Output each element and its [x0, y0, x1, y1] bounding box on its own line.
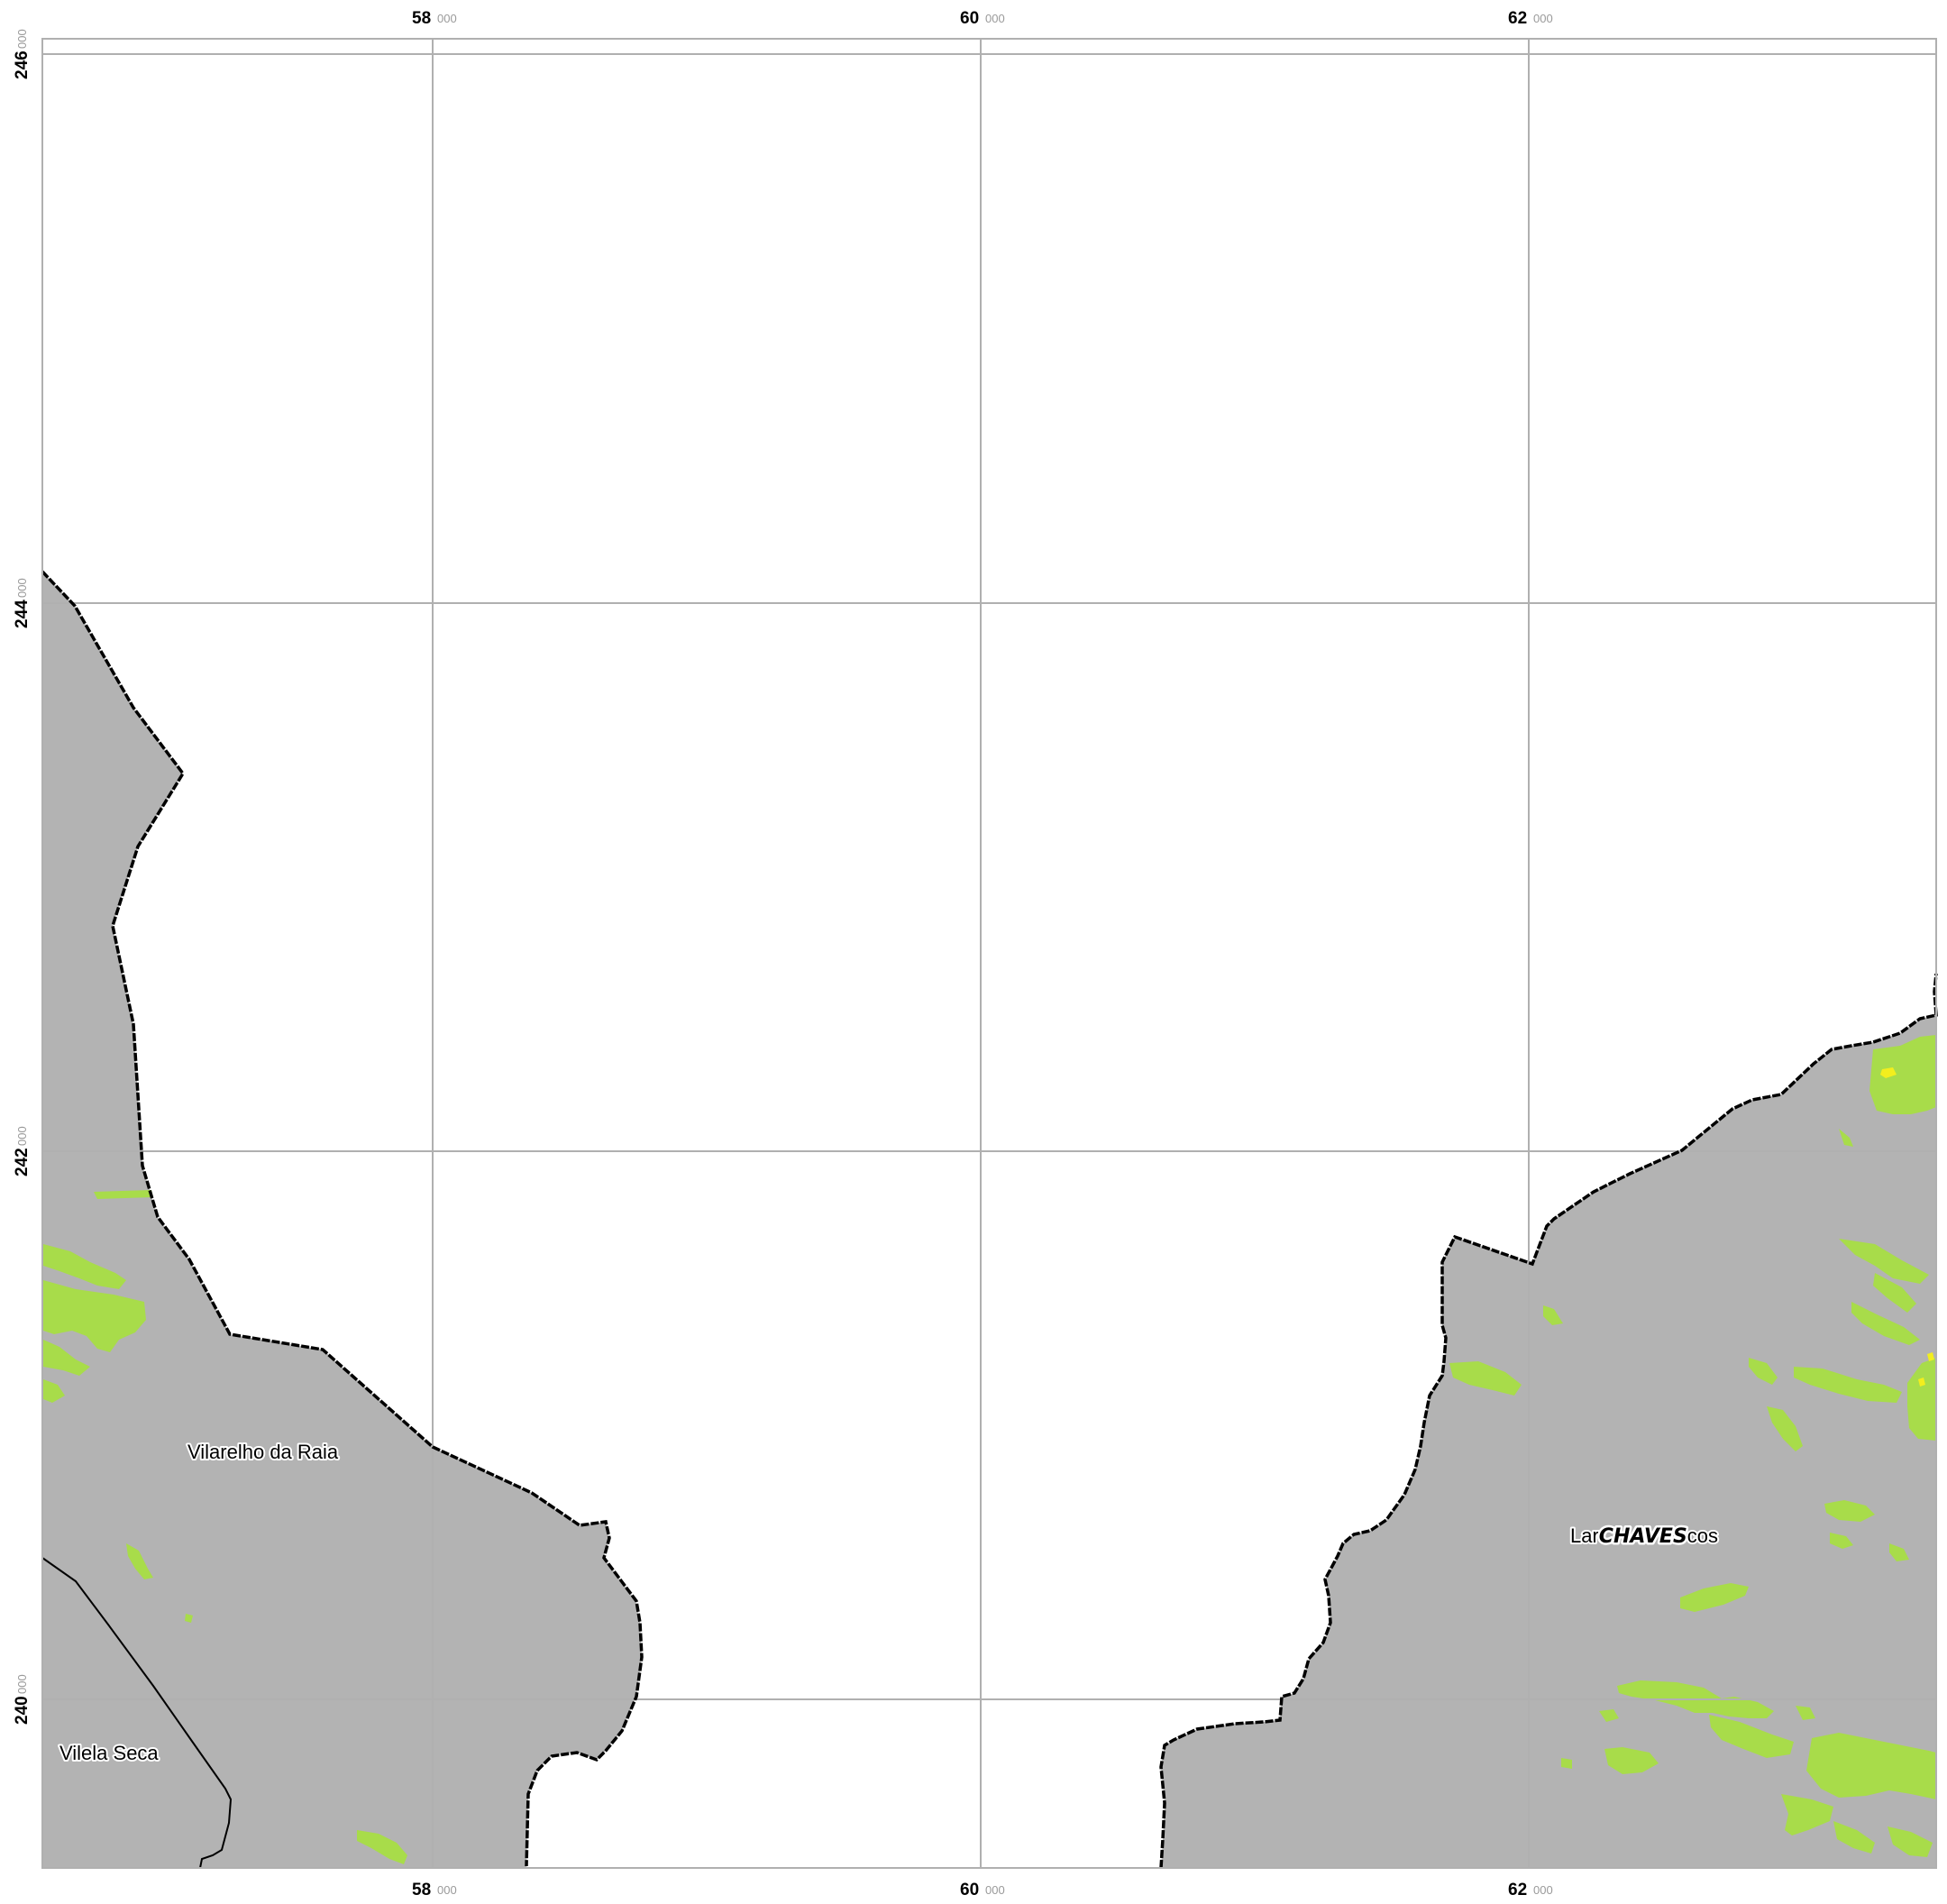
tick-sublabel-y-244: 000 — [15, 578, 29, 598]
veg-patch — [126, 1543, 153, 1579]
tick-label-x-58-bottom: 58 — [412, 1881, 431, 1899]
veg-patch — [43, 1340, 90, 1376]
land-east — [1161, 1015, 1936, 1868]
tick-sublabel-x-60-top: 000 — [985, 12, 1005, 25]
veg-patch — [43, 1280, 146, 1352]
tick-label-x-62-top: 62 — [1508, 9, 1527, 28]
tick-sublabel-x-58-top: 000 — [437, 12, 457, 25]
veg-patch — [1449, 1361, 1522, 1396]
tick-sublabel-x-58-bottom: 000 — [437, 1883, 457, 1897]
veg-patch — [1869, 1035, 1936, 1114]
veg-patch — [1839, 1239, 1929, 1284]
tick-label-x-60-bottom: 60 — [960, 1881, 979, 1899]
tick-sublabel-y-240: 000 — [15, 1674, 29, 1694]
map-frame — [41, 38, 1937, 1869]
vegetation-layer — [43, 1035, 1936, 1864]
grid-lines — [42, 39, 1936, 1868]
veg-patch — [1767, 1406, 1803, 1451]
veg-patch — [1599, 1709, 1619, 1722]
place-label-lar-prefix: Lar — [1570, 1524, 1599, 1547]
veg-patch — [1833, 1821, 1875, 1854]
veg-patch — [1749, 1358, 1778, 1385]
border-west — [41, 570, 644, 1867]
tick-label-x-60-top: 60 — [960, 9, 979, 28]
y-axis-left: 246 000 244 000 242 000 240 000 — [13, 29, 32, 1725]
veg-patch — [1873, 1273, 1916, 1313]
place-label-lar-suffix: cos — [1687, 1524, 1718, 1547]
veg-patch — [1830, 1533, 1853, 1549]
veg-patch — [1543, 1305, 1563, 1325]
veg-patch — [1781, 1794, 1833, 1835]
veg-patch — [43, 1244, 126, 1289]
place-label-vilela-seca: Vilela Seca — [59, 1742, 159, 1764]
tick-sublabel-x-62-bottom: 000 — [1533, 1883, 1553, 1897]
veg-patch — [1796, 1706, 1815, 1720]
parish-boundary — [41, 1557, 233, 1869]
veg-patch — [1794, 1367, 1902, 1403]
highlight-spot — [1927, 1352, 1934, 1361]
veg-patch — [1839, 1129, 1853, 1147]
veg-patch — [1709, 1715, 1794, 1758]
tick-label-y-242: 242 — [13, 1148, 32, 1176]
highlight-spot — [1880, 1067, 1897, 1078]
tick-sublabel-x-60-bottom: 000 — [985, 1883, 1005, 1897]
x-axis-bottom: 58 000 60 000 62 000 — [412, 1881, 1553, 1899]
veg-patch — [1806, 1733, 1936, 1799]
x-axis-top: 58 000 60 000 62 000 — [412, 9, 1553, 28]
veg-patch — [94, 1190, 153, 1199]
land-west — [42, 572, 642, 1868]
veg-patch — [357, 1830, 407, 1864]
land-layer — [42, 572, 1936, 1868]
veg-patch — [43, 1379, 65, 1403]
boundary-layer — [41, 570, 1938, 1869]
highlight-spot — [1918, 1378, 1925, 1387]
veg-patch — [1604, 1747, 1659, 1774]
veg-patch — [1561, 1758, 1572, 1769]
tick-label-x-58-top: 58 — [412, 9, 431, 28]
border-east — [1159, 973, 1938, 1869]
tick-sublabel-x-62-top: 000 — [1533, 12, 1553, 25]
place-label-vilarelho-da-raia: Vilarelho da Raia — [187, 1441, 339, 1463]
veg-patch — [1888, 1826, 1933, 1857]
tick-label-y-244: 244 — [13, 600, 32, 628]
municipality-label-chaves: CHAVES — [1599, 1525, 1687, 1548]
veg-patch — [1680, 1583, 1749, 1612]
place-label-lar-cos: LarCHAVEScos — [1570, 1524, 1718, 1548]
tick-label-y-246: 246 — [13, 50, 32, 79]
tick-label-x-62-bottom: 62 — [1508, 1881, 1527, 1899]
veg-patch — [1907, 1358, 1936, 1441]
tick-sublabel-y-246: 000 — [15, 29, 29, 49]
tick-label-y-240: 240 — [13, 1696, 32, 1725]
highlight-layer — [1880, 1067, 1934, 1387]
tick-sublabel-y-242: 000 — [15, 1126, 29, 1146]
veg-patch — [1824, 1500, 1875, 1522]
place-labels: Vilarelho da Raia Vilela Seca LarCHAVESc… — [58, 1439, 1720, 1766]
veg-patch — [185, 1614, 193, 1623]
veg-patch — [1851, 1302, 1920, 1345]
veg-patch — [1889, 1543, 1909, 1561]
